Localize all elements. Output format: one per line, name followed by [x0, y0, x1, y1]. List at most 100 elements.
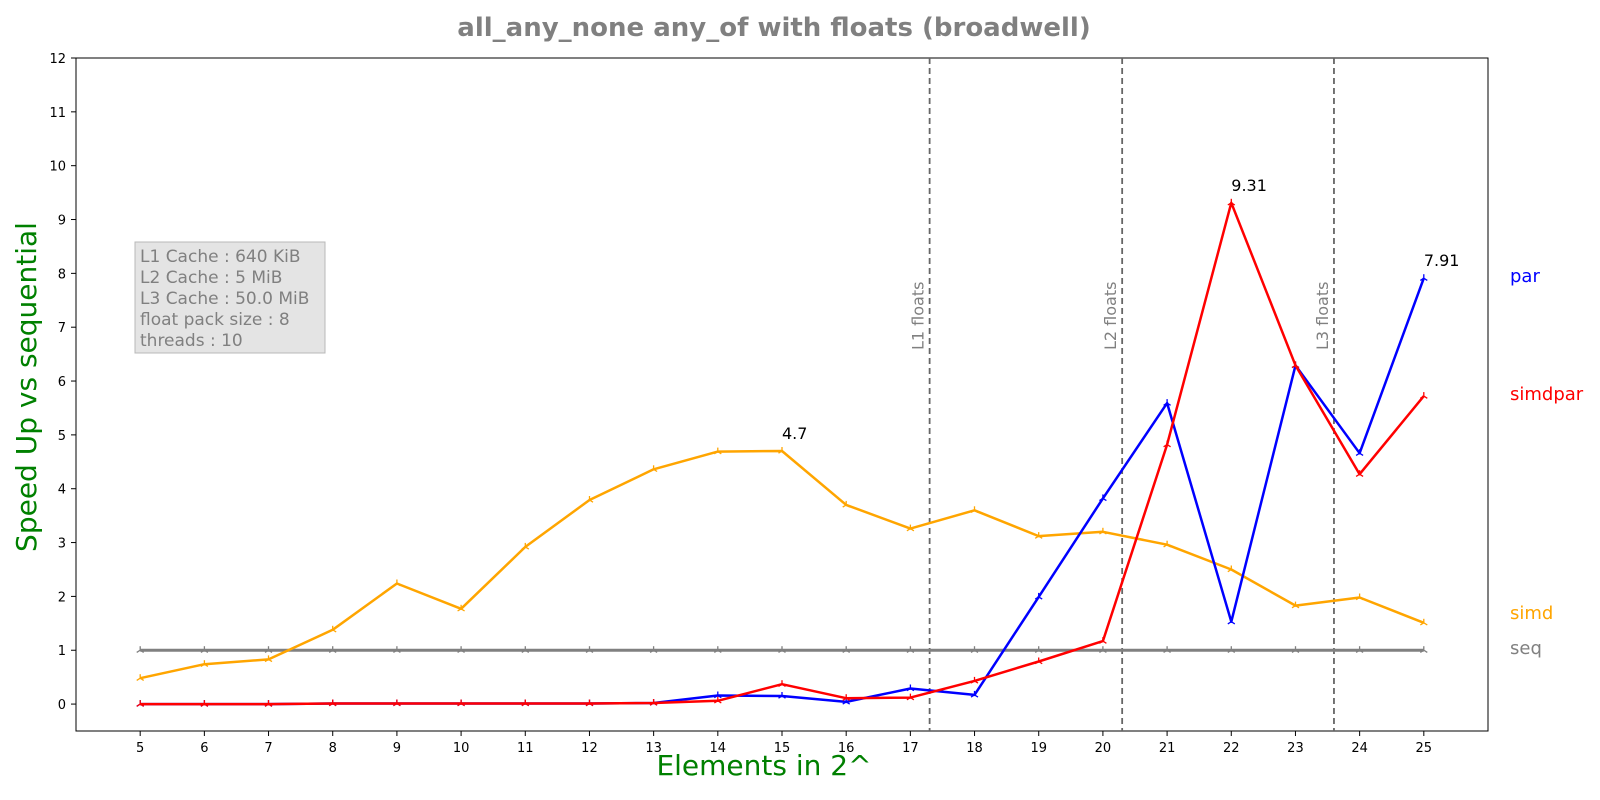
data-point-marker — [713, 694, 719, 699]
cache-boundary-label: L3 floats — [1313, 282, 1332, 350]
data-point-marker — [460, 608, 465, 612]
x-tick-label: 6 — [200, 741, 208, 756]
data-point-marker — [457, 702, 462, 707]
data-point-seq — [906, 646, 915, 653]
data-point-seq — [842, 646, 851, 653]
data-point-marker — [713, 700, 719, 704]
data-point-simdpar — [585, 699, 594, 707]
data-point-marker — [268, 703, 273, 707]
data-point-marker — [1230, 621, 1236, 625]
legend-label-simdpar: simdpar — [1510, 384, 1584, 405]
data-point-marker — [974, 694, 979, 698]
data-point-marker — [524, 546, 530, 550]
data-point-marker — [970, 649, 975, 653]
data-point-marker — [1099, 649, 1104, 653]
data-point-simdpar — [778, 680, 786, 687]
data-point-simd — [585, 496, 594, 503]
data-point-marker — [1359, 452, 1364, 456]
data-point-marker — [1166, 649, 1171, 653]
data-point-marker — [1419, 649, 1425, 653]
data-point-simd — [328, 625, 337, 633]
data-point-simdpar — [200, 700, 209, 707]
data-point-marker — [910, 528, 915, 532]
data-point-seq — [1034, 646, 1043, 653]
y-tick-label: 0 — [58, 698, 66, 713]
plot-area: 5 6 7 8 9 10 11 12 13 14 15 16 17 18 19 20 21 22 23 24 25012… — [49, 52, 1583, 756]
data-point-marker — [845, 504, 851, 508]
data-point-marker — [396, 702, 401, 707]
x-tick-label: 17 — [902, 741, 919, 756]
data-point-marker — [781, 683, 786, 687]
x-tick-label: 12 — [581, 741, 598, 756]
data-point-marker — [910, 697, 915, 701]
data-point-marker — [906, 649, 911, 653]
x-tick-label: 15 — [774, 741, 791, 756]
data-point-marker — [910, 649, 915, 653]
data-point-marker — [1230, 202, 1236, 206]
x-tick-label: 13 — [645, 741, 662, 756]
data-point-simdpar — [1227, 198, 1236, 206]
data-point-marker — [1166, 402, 1171, 406]
x-tick-label: 10 — [453, 741, 470, 756]
data-point-par — [1227, 617, 1236, 625]
data-point-simdpar — [457, 699, 465, 707]
data-point-marker — [1099, 640, 1104, 644]
data-point-marker — [970, 680, 975, 684]
data-point-seq — [1227, 646, 1236, 653]
data-point-simd — [1355, 593, 1364, 601]
data-point-seq — [1419, 646, 1428, 653]
data-point-marker — [1419, 277, 1425, 281]
data-point-marker — [1295, 605, 1300, 609]
info-line: L3 Cache : 50.0 MiB — [140, 289, 309, 309]
x-tick-label: 23 — [1287, 741, 1304, 756]
data-point-marker — [328, 649, 334, 653]
data-point-simdpar — [1291, 361, 1300, 369]
data-point-simd — [1227, 565, 1236, 573]
data-point-marker — [713, 649, 719, 653]
data-point-marker — [1038, 660, 1043, 665]
data-point-par — [1099, 494, 1107, 502]
data-point-marker — [906, 528, 911, 532]
data-point-marker — [139, 649, 145, 653]
data-point-marker — [332, 649, 337, 653]
series-line-par — [140, 277, 1425, 706]
x-tick-label: 5 — [136, 741, 144, 756]
data-point-simd — [1291, 601, 1300, 609]
data-point-marker — [1034, 660, 1040, 665]
data-point-marker — [1163, 402, 1168, 406]
data-point-marker — [136, 649, 141, 653]
data-point-marker — [842, 504, 847, 508]
data-point-marker — [778, 695, 783, 699]
y-tick-label: 11 — [49, 106, 66, 121]
data-point-marker — [1359, 596, 1364, 601]
data-point-marker — [781, 649, 786, 653]
data-point-marker — [332, 629, 337, 633]
data-point-seq — [1099, 646, 1107, 653]
data-point-marker — [589, 649, 594, 653]
info-box: L1 Cache : 640 KiB L2 Cache : 5 MiB L3 C… — [134, 241, 326, 354]
info-line: float pack size : 8 — [140, 310, 290, 330]
data-point-marker — [649, 702, 654, 706]
data-point-marker — [1102, 497, 1107, 502]
data-point-marker — [1163, 444, 1168, 448]
data-point-simd — [778, 447, 786, 454]
data-point-marker — [1423, 622, 1428, 626]
y-tick-label: 4 — [58, 483, 66, 498]
y-tick-label: 5 — [58, 429, 66, 444]
data-point-simd — [136, 674, 145, 681]
legend-label-simd: simd — [1510, 603, 1553, 624]
data-point-marker — [906, 687, 911, 692]
data-point-simd — [264, 655, 273, 663]
data-point-marker — [653, 649, 658, 653]
y-tick-label: 9 — [58, 214, 66, 229]
data-point-seq — [1291, 646, 1300, 653]
data-point-marker — [332, 702, 337, 707]
data-point-simd — [521, 542, 530, 550]
x-tick-label: 22 — [1223, 741, 1240, 756]
data-point-marker — [585, 499, 590, 503]
data-point-simd — [457, 604, 465, 612]
data-point-marker — [781, 695, 786, 699]
data-point-marker — [524, 702, 530, 707]
data-point-marker — [200, 703, 205, 707]
